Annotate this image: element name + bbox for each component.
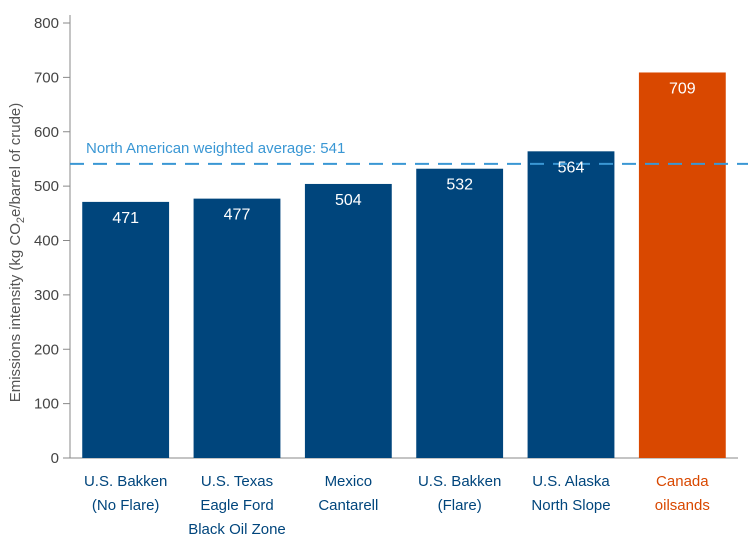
x-category-label-line: U.S. Bakken [84, 473, 167, 490]
y-axis-title: Emissions intensity (kg CO2e/barrel of c… [7, 103, 27, 403]
y-tick-label: 800 [34, 15, 59, 32]
y-tick-label: 400 [34, 233, 59, 250]
bar-3 [416, 168, 504, 458]
x-category-label-line: Canada [656, 473, 709, 490]
bar-value-label: 471 [112, 210, 139, 227]
y-tick-label: 0 [51, 450, 59, 467]
x-category-label: U.S. Alaska North Slope [531, 473, 610, 514]
bar-value-label: 532 [446, 177, 473, 194]
y-tick-label: 700 [34, 69, 59, 86]
bar-value-label: 504 [335, 192, 362, 209]
bar-4 [527, 151, 615, 458]
y-tick-label: 100 [34, 396, 59, 413]
x-category-label: Mexico Cantarell [318, 473, 378, 514]
x-category-label-line: (No Flare) [92, 497, 160, 514]
y-tick-label: 500 [34, 178, 59, 195]
x-category-label-line: Black Oil Zone [188, 521, 286, 538]
x-category-label-line: oilsands [655, 497, 710, 514]
x-category-label-line: (Flare) [438, 497, 482, 514]
x-category-label-line: North Slope [531, 497, 610, 514]
bar-value-label: 477 [224, 207, 251, 224]
reference-line-label: North American weighted average: 541 [86, 140, 345, 157]
bars-layer [82, 72, 726, 459]
bar-2 [304, 183, 392, 458]
bar-value-label: 564 [558, 159, 585, 176]
x-category-label-line: U.S. Texas [201, 473, 273, 490]
labels-layer: 471 477 504 532 564 709 [112, 80, 695, 226]
y-axis-title-subscript: 2 [15, 217, 27, 223]
reference-layer: North American weighted average: 541 [70, 140, 748, 165]
y-tick-label: 300 [34, 287, 59, 304]
x-category-label-line: U.S. Bakken [418, 473, 501, 490]
x-category-label-line: Eagle Ford [200, 497, 273, 514]
y-axis-title-part: e/barrel of crude) [7, 103, 24, 217]
x-category-label: Canada oilsands [655, 473, 710, 514]
axes-layer: 0 100 200 300 400 500 600 700 800 Emissions inten… [7, 15, 738, 538]
x-category-label: U.S. Bakken (No Flare) [84, 473, 167, 514]
y-tick-label: 600 [34, 124, 59, 141]
bar-5 [638, 72, 726, 458]
x-category-label: U.S. Texas Eagle Ford Black Oil Zone [188, 473, 286, 538]
x-category-label-line: U.S. Alaska [532, 473, 610, 490]
y-axis-title-part: Emissions intensity (kg CO [7, 223, 24, 402]
bar-1 [193, 198, 281, 458]
x-category-label: U.S. Bakken (Flare) [418, 473, 501, 514]
bar-0 [82, 201, 170, 459]
y-tick-label: 200 [34, 341, 59, 358]
x-category-label-line: Cantarell [318, 497, 378, 514]
x-category-label-line: Mexico [325, 473, 373, 490]
bar-value-label: 709 [669, 80, 696, 97]
